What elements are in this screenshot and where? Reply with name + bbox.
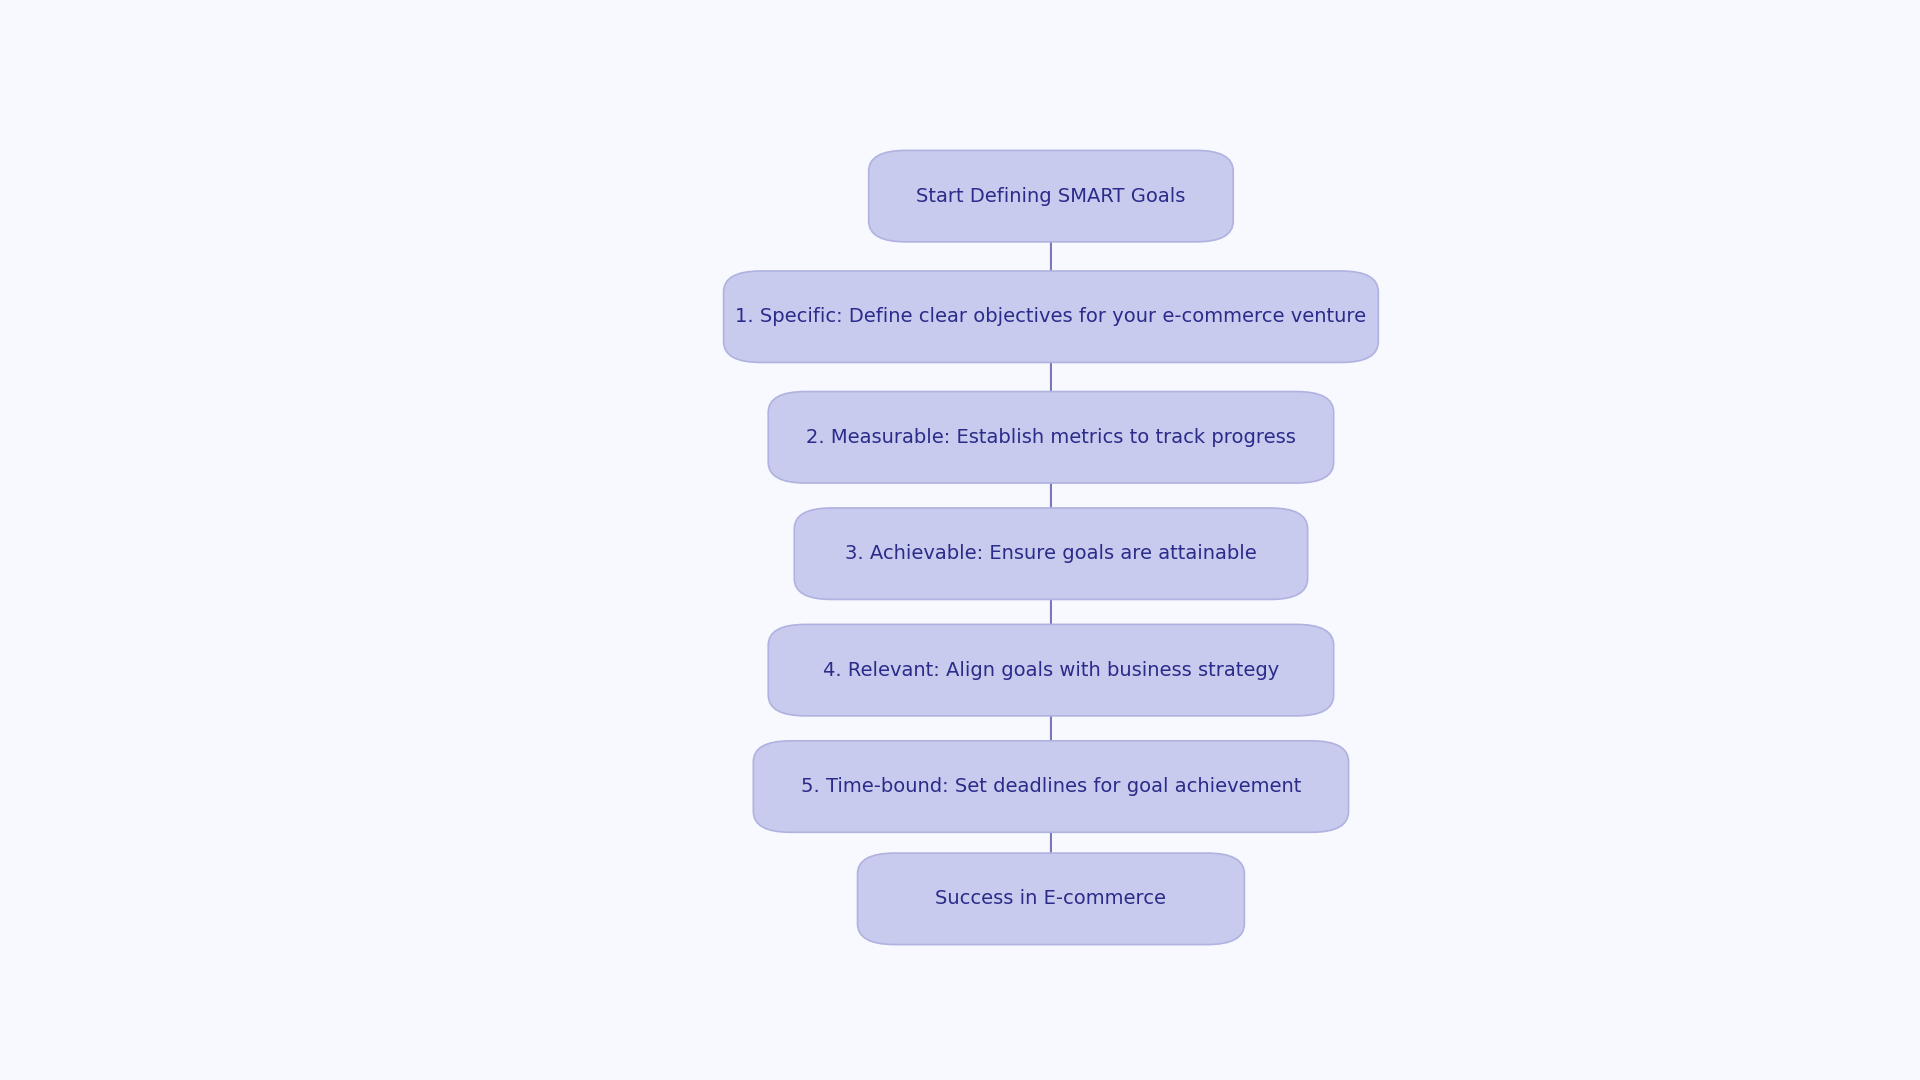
FancyBboxPatch shape [753,741,1348,833]
FancyBboxPatch shape [868,150,1233,242]
Text: 5. Time-bound: Set deadlines for goal achievement: 5. Time-bound: Set deadlines for goal ac… [801,778,1302,796]
FancyBboxPatch shape [858,853,1244,945]
FancyBboxPatch shape [768,392,1334,483]
FancyBboxPatch shape [795,508,1308,599]
FancyBboxPatch shape [768,624,1334,716]
Text: 2. Measurable: Establish metrics to track progress: 2. Measurable: Establish metrics to trac… [806,428,1296,447]
Text: 3. Achievable: Ensure goals are attainable: 3. Achievable: Ensure goals are attainab… [845,544,1258,563]
Text: 4. Relevant: Align goals with business strategy: 4. Relevant: Align goals with business s… [824,661,1279,679]
Text: Success in E-commerce: Success in E-commerce [935,889,1167,908]
Text: Start Defining SMART Goals: Start Defining SMART Goals [916,187,1187,205]
FancyBboxPatch shape [724,271,1379,363]
Text: 1. Specific: Define clear objectives for your e-commerce venture: 1. Specific: Define clear objectives for… [735,307,1367,326]
